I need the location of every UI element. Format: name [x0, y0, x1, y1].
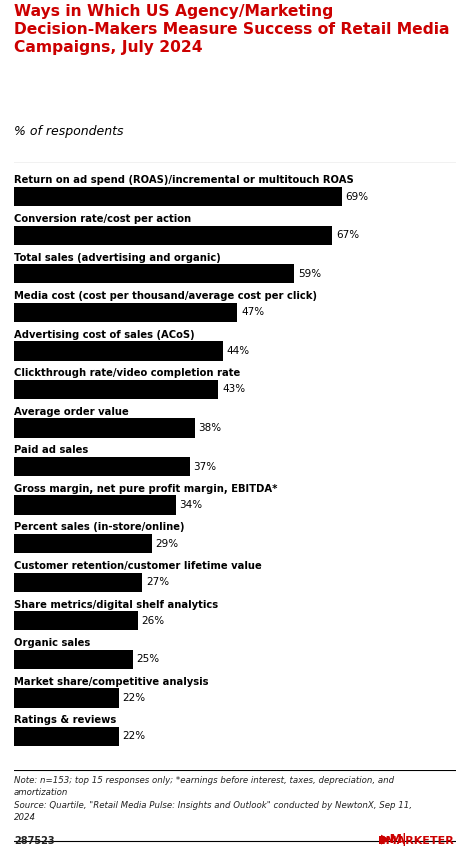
Text: 59%: 59%: [298, 268, 321, 279]
Text: 34%: 34%: [180, 501, 203, 510]
Text: 22%: 22%: [122, 693, 146, 703]
Bar: [14, 611, 138, 630]
Bar: [14, 187, 342, 206]
Bar: [14, 649, 133, 669]
Text: Ratings & reviews: Ratings & reviews: [14, 716, 117, 725]
Text: 44%: 44%: [227, 346, 250, 356]
Text: 47%: 47%: [241, 307, 264, 317]
Text: Average order value: Average order value: [14, 407, 129, 417]
Bar: [14, 264, 294, 284]
Bar: [14, 727, 118, 746]
Text: % of respondents: % of respondents: [14, 125, 124, 138]
Text: Percent sales (in-store/online): Percent sales (in-store/online): [14, 523, 185, 532]
Bar: [14, 495, 176, 515]
Text: 38%: 38%: [198, 423, 221, 433]
Bar: [14, 534, 152, 553]
Text: 22%: 22%: [122, 732, 146, 741]
Bar: [14, 303, 237, 322]
Bar: [14, 418, 195, 438]
Text: 43%: 43%: [222, 384, 245, 395]
Text: Market share/competitive analysis: Market share/competitive analysis: [14, 677, 209, 687]
Text: Return on ad spend (ROAS)/incremental or multitouch ROAS: Return on ad spend (ROAS)/incremental or…: [14, 175, 354, 186]
Bar: [14, 688, 118, 708]
Text: 67%: 67%: [336, 230, 359, 240]
Text: Paid ad sales: Paid ad sales: [14, 445, 88, 455]
Text: Ways in Which US Agency/Marketing
Decision-Makers Measure Success of Retail Medi: Ways in Which US Agency/Marketing Decisi…: [14, 4, 450, 55]
Bar: [14, 457, 190, 476]
Text: Gross margin, net pure profit margin, EBITDA*: Gross margin, net pure profit margin, EB…: [14, 484, 278, 494]
Text: Customer retention/customer lifetime value: Customer retention/customer lifetime val…: [14, 561, 262, 571]
Text: 69%: 69%: [345, 192, 369, 201]
Text: EMARKETER: EMARKETER: [378, 837, 454, 846]
Bar: [14, 341, 223, 360]
Text: 37%: 37%: [194, 462, 217, 471]
Text: 287523: 287523: [14, 837, 55, 846]
Bar: [14, 225, 332, 245]
Bar: [14, 573, 142, 592]
Text: 25%: 25%: [137, 654, 160, 665]
Text: Clickthrough rate/video completion rate: Clickthrough rate/video completion rate: [14, 368, 240, 378]
Text: Media cost (cost per thousand/average cost per click): Media cost (cost per thousand/average co…: [14, 292, 317, 301]
Text: Conversion rate/cost per action: Conversion rate/cost per action: [14, 214, 191, 224]
Text: Total sales (advertising and organic): Total sales (advertising and organic): [14, 253, 221, 262]
Bar: [14, 380, 219, 399]
Text: Note: n=153; top 15 responses only; *earnings before interest, taxes, depreciati: Note: n=153; top 15 responses only; *ear…: [14, 777, 412, 821]
Text: ▶M|: ▶M|: [381, 833, 407, 846]
Text: Organic sales: Organic sales: [14, 638, 90, 648]
Text: Advertising cost of sales (ACoS): Advertising cost of sales (ACoS): [14, 329, 195, 340]
Text: 26%: 26%: [141, 616, 164, 626]
Text: Share metrics/digital shelf analytics: Share metrics/digital shelf analytics: [14, 599, 218, 610]
Text: 29%: 29%: [156, 538, 179, 549]
Text: 27%: 27%: [146, 577, 169, 587]
